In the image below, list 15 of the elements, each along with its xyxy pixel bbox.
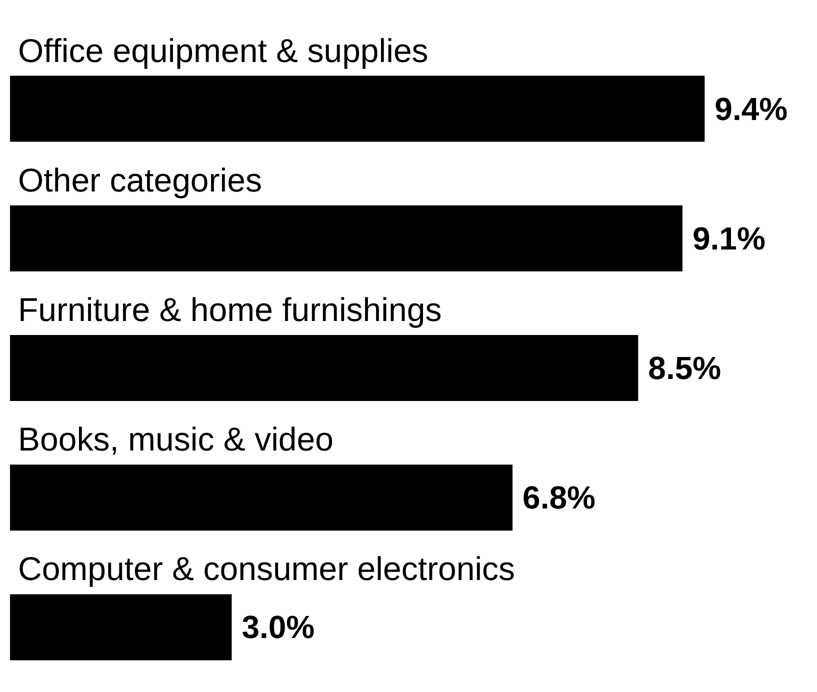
bar bbox=[10, 76, 705, 142]
y-tick-label: Computer & consumer electronics bbox=[18, 550, 516, 588]
data-label: 6.8% bbox=[522, 480, 596, 516]
bar bbox=[10, 335, 638, 401]
bar bbox=[10, 205, 682, 272]
data-label: 8.5% bbox=[648, 350, 722, 386]
data-label: 9.1% bbox=[692, 220, 766, 256]
y-tick-label: Furniture & home furnishings bbox=[18, 291, 442, 328]
y-tick-label: Other categories bbox=[18, 161, 262, 198]
y-tick-label: Books, music & video bbox=[18, 420, 334, 458]
y-tick-label: Office equipment & supplies bbox=[18, 32, 428, 69]
bar bbox=[10, 594, 232, 660]
data-label: 9.4% bbox=[714, 90, 788, 127]
data-label: 3.0% bbox=[242, 609, 315, 646]
bar bbox=[10, 464, 513, 531]
